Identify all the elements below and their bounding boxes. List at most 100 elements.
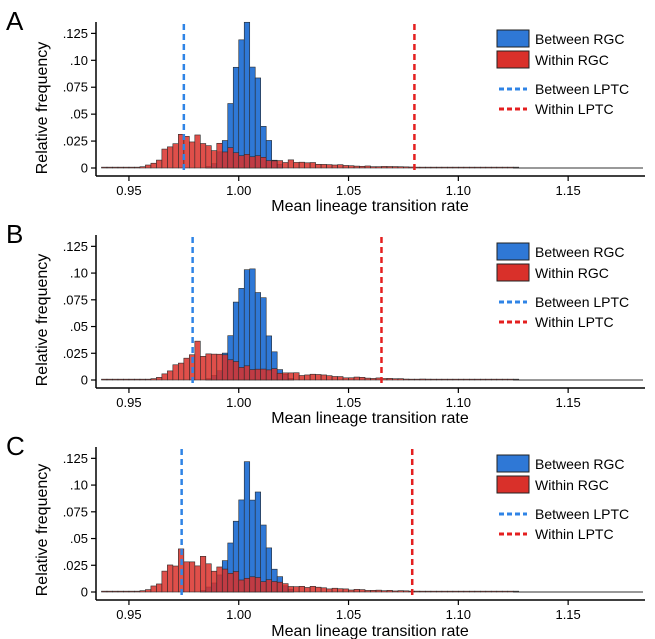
legend: Between RGC Within RGC Between LPTC Within … xyxy=(496,29,629,117)
between-rgc-bar xyxy=(238,288,245,381)
within-rgc-bar xyxy=(183,561,190,593)
within-rgc-bar xyxy=(238,579,245,593)
within-rgc-bar xyxy=(315,374,322,381)
within-rgc-bar xyxy=(441,166,448,169)
within-rgc-bar xyxy=(496,166,503,169)
within-rgc-bar xyxy=(134,166,141,169)
y-axis-label-c: Relative frequency xyxy=(34,464,51,597)
legend-swatch-between-rgc xyxy=(496,454,530,473)
within-rgc-bar xyxy=(474,166,481,169)
panel-letter-a: A xyxy=(6,6,24,36)
within-rgc-bar xyxy=(106,378,113,381)
within-rgc-bar xyxy=(101,166,108,169)
legend-swatch-within-rgc xyxy=(496,475,530,494)
within-rgc-bar xyxy=(342,588,349,593)
x-tick-label: 1.00 xyxy=(226,183,251,198)
within-rgc-bar xyxy=(320,374,327,381)
legend-label-within-rgc: Within RGC xyxy=(535,265,609,281)
within-rgc-bar xyxy=(441,590,448,593)
within-rgc-bar xyxy=(232,152,240,169)
within-rgc-bar xyxy=(337,588,344,593)
within-rgc-bar xyxy=(249,369,256,381)
within-rgc-bar xyxy=(117,166,124,169)
within-rgc-bar xyxy=(496,378,503,381)
within-rgc-bar xyxy=(463,590,470,593)
within-rgc-bar xyxy=(479,166,487,169)
within-rgc-bar xyxy=(227,147,234,169)
y-tick-label: 0 xyxy=(81,373,88,388)
within-rgc-bar xyxy=(408,378,415,381)
within-rgc-bar xyxy=(507,590,514,593)
within-rgc-bar xyxy=(386,590,393,593)
within-rgc-bar xyxy=(353,376,360,381)
within-rgc-bar xyxy=(156,583,163,593)
legend-label-within-lptc: Within LPTC xyxy=(535,526,614,542)
x-tick-label: 1.05 xyxy=(336,607,361,622)
within-rgc-bar xyxy=(463,378,470,381)
within-rgc-bar xyxy=(200,556,207,593)
within-rgc-bar xyxy=(414,378,421,381)
within-rgc-bar xyxy=(452,378,459,381)
within-rgc-bar xyxy=(326,588,333,593)
within-rgc-bar xyxy=(167,146,174,169)
y-tick-label: .125 xyxy=(63,26,88,41)
within-rgc-bar xyxy=(139,166,146,169)
within-rgc-bar xyxy=(287,372,294,381)
within-rgc-bar xyxy=(397,590,404,593)
within-rgc-bar xyxy=(227,573,234,593)
within-rgc-bar xyxy=(309,162,316,169)
within-rgc-bar xyxy=(479,590,487,593)
within-rgc-bar xyxy=(496,590,503,593)
within-rgc-bar xyxy=(485,590,492,593)
within-rgc-bar xyxy=(474,590,481,593)
within-rgc-bar xyxy=(293,586,300,593)
legend-swatch-between-rgc xyxy=(496,29,530,48)
between-rgc-bar xyxy=(243,21,251,169)
within-rgc-bar xyxy=(331,376,338,381)
legend-label-between-lptc: Between LPTC xyxy=(535,506,629,522)
within-rgc-bar xyxy=(507,378,514,381)
within-rgc-bar xyxy=(276,372,283,381)
within-rgc-bar xyxy=(337,164,344,169)
within-rgc-bar xyxy=(287,159,294,169)
legend-swatch-within-rgc xyxy=(496,50,530,69)
within-rgc-bar xyxy=(370,590,377,593)
within-rgc-bar xyxy=(172,565,179,593)
within-rgc-bar xyxy=(221,151,229,169)
panel-b: B Relative frequency Mean lineage transi… xyxy=(6,219,645,427)
between-rgc-bar xyxy=(254,491,262,593)
within-rgc-bar xyxy=(172,364,179,381)
within-rgc-bar xyxy=(276,160,283,169)
legend-label-between-rgc: Between RGC xyxy=(535,456,624,472)
within-rgc-bar xyxy=(265,369,272,381)
within-rgc-bar xyxy=(501,590,509,593)
within-rgc-bar xyxy=(320,164,327,169)
within-rgc-bar xyxy=(403,166,410,169)
within-rgc-bar xyxy=(260,156,267,169)
within-rgc-bar xyxy=(375,166,382,169)
within-rgc-bar xyxy=(161,570,168,593)
within-rgc-bar xyxy=(139,590,146,593)
within-rgc-bar xyxy=(458,590,465,593)
y-tick-label: .05 xyxy=(70,531,88,546)
x-tick-label: 1.05 xyxy=(336,395,361,410)
y-tick-label: 0 xyxy=(81,585,88,600)
within-rgc-bar xyxy=(490,166,498,169)
x-tick-label: 1.10 xyxy=(446,395,471,410)
x-axis-label-c: Mean lineage transition rate xyxy=(271,623,469,639)
within-rgc-bar xyxy=(139,378,146,381)
within-rgc-bar xyxy=(293,162,300,169)
within-rgc-bar xyxy=(216,566,223,593)
within-rgc-bar xyxy=(145,589,152,593)
within-rgc-bar xyxy=(200,143,207,169)
within-rgc-bar xyxy=(381,166,388,169)
between-rgc-bar xyxy=(249,66,256,169)
x-tick-label: 1.10 xyxy=(446,183,471,198)
within-rgc-bar xyxy=(167,370,174,381)
within-rgc-bar xyxy=(331,587,338,593)
within-rgc-bar xyxy=(282,372,289,381)
legend: Between RGC Within RGC Between LPTC Within … xyxy=(496,242,629,330)
within-rgc-bar xyxy=(128,590,135,593)
within-rgc-bar xyxy=(485,378,492,381)
legend: Between RGC Within RGC Between LPTC Within … xyxy=(496,454,629,542)
